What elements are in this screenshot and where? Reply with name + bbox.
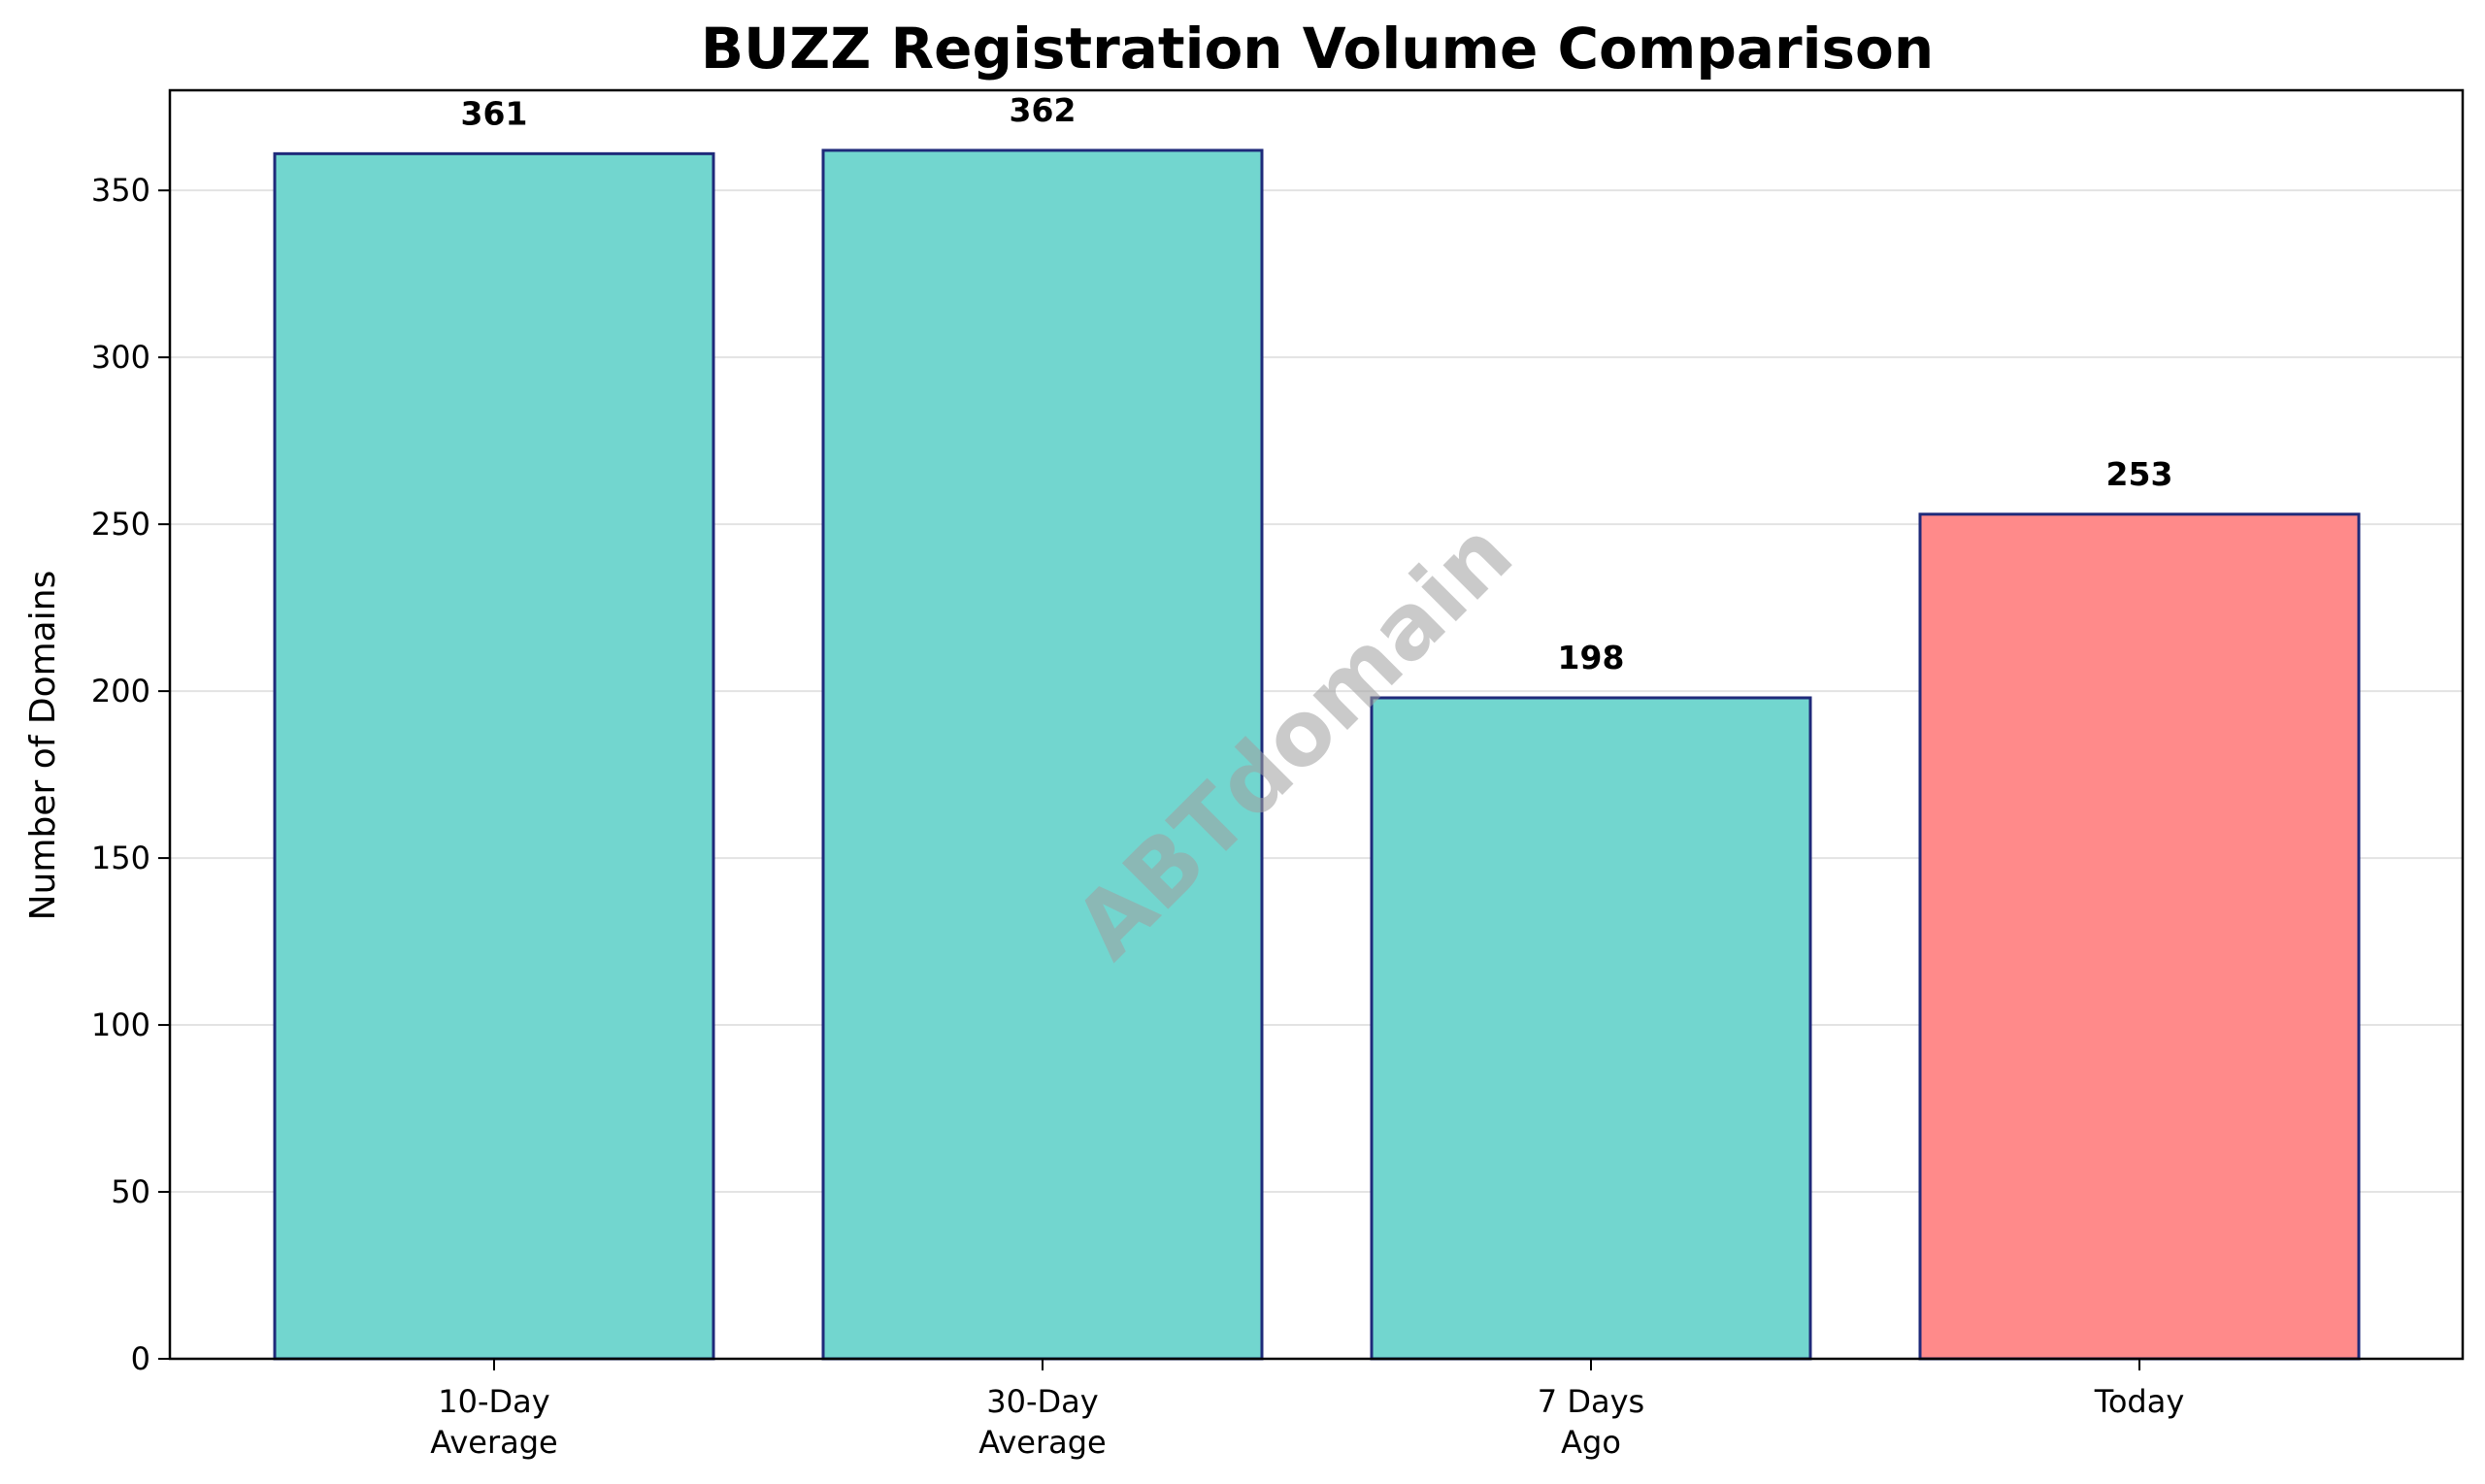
- y-tick-label: 0: [131, 1340, 150, 1377]
- plot-frame: [168, 88, 2465, 1361]
- y-tick-label: 50: [111, 1173, 150, 1210]
- y-tick-label: 100: [91, 1006, 150, 1043]
- bar: [1918, 512, 2361, 1361]
- data-label: 253: [2106, 455, 2173, 493]
- y-tick-label: 150: [91, 840, 150, 876]
- y-tick-label: 300: [91, 339, 150, 376]
- x-tick-label: 30-Day: [986, 1383, 1098, 1420]
- chart-title: BUZZ Registration Volume Comparison: [701, 16, 1934, 82]
- bar: [273, 151, 715, 1361]
- y-tick-label: 250: [91, 506, 150, 543]
- bars: [273, 148, 2361, 1361]
- data-label: 198: [1558, 639, 1625, 676]
- data-label: 361: [461, 94, 528, 132]
- x-tick-label: 10-Day: [438, 1383, 549, 1420]
- x-tick-label: Average: [430, 1424, 557, 1461]
- x-tick-label: 7 Days: [1538, 1383, 1644, 1420]
- y-tick-label: 350: [91, 172, 150, 209]
- bar: [1370, 696, 1812, 1361]
- bar: [821, 148, 1264, 1361]
- x-tick-label: Average: [978, 1424, 1106, 1461]
- y-axis: 0 50 100 150 200 250 300 350: [91, 172, 170, 1377]
- data-labels: 361 362 198 253: [461, 91, 2173, 676]
- y-axis-label: Number of Domains: [23, 571, 63, 921]
- y-tick-label: 200: [91, 673, 150, 709]
- x-tick-label: Ago: [1561, 1424, 1621, 1461]
- x-tick-label: Today: [2094, 1383, 2185, 1420]
- data-label: 362: [1010, 91, 1077, 129]
- x-axis: 10-Day Average 30-Day Average 7 Days Ago Today: [430, 1359, 2184, 1461]
